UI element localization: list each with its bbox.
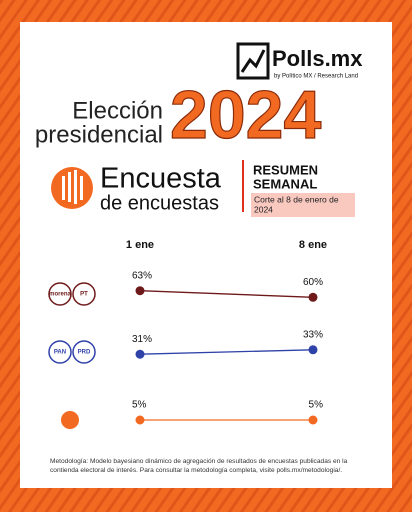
x-tick-label: 8 ene (299, 239, 327, 251)
label2: SEMANAL (253, 176, 317, 191)
point (308, 345, 318, 355)
card (20, 22, 392, 488)
party-logo-label: morena (49, 292, 71, 298)
point (135, 415, 145, 425)
x-tick-label: 1 ene (126, 239, 154, 251)
title-line1: Elección (72, 97, 163, 124)
brand: Polls.mx (272, 46, 363, 71)
value-label: 33% (303, 329, 323, 340)
party-logo-label: PRD (78, 350, 91, 356)
value-label: 31% (132, 334, 152, 345)
slope-line (139, 290, 314, 298)
title-line2: presidencial (35, 121, 163, 148)
party-logo (72, 340, 96, 364)
point (135, 349, 145, 359)
party-logo-label: PAN (54, 350, 66, 356)
party-logo (48, 282, 72, 306)
title-year: 2024 (170, 77, 321, 153)
party-logo (61, 411, 79, 429)
value-label: 63% (132, 270, 152, 281)
point (135, 286, 145, 296)
party-logo (48, 340, 72, 364)
product-name2: de encuestas (100, 192, 219, 214)
value-label: 60% (303, 277, 323, 288)
value-label: 5% (132, 400, 147, 411)
brand-logo (236, 42, 270, 80)
footer-line1: Metodología: Modelo bayesiano dinámico d… (50, 458, 348, 465)
cut-box (251, 193, 355, 217)
byline: by Político MX / Research Land (274, 74, 358, 80)
product-name1: Encuesta (100, 163, 222, 195)
cut2: 2024 (254, 204, 273, 214)
slope-line (139, 349, 314, 355)
point (308, 415, 318, 425)
point (308, 292, 318, 302)
value-label: 5% (309, 400, 324, 411)
party-logo-label: PT (80, 292, 88, 298)
party-logo (72, 282, 96, 306)
cut1: Corte al 8 de enero de (254, 194, 339, 204)
label1: RESUMEN (253, 162, 318, 177)
footer-line2: contienda electoral de interés. Para con… (50, 467, 342, 474)
product-logo (51, 167, 93, 209)
